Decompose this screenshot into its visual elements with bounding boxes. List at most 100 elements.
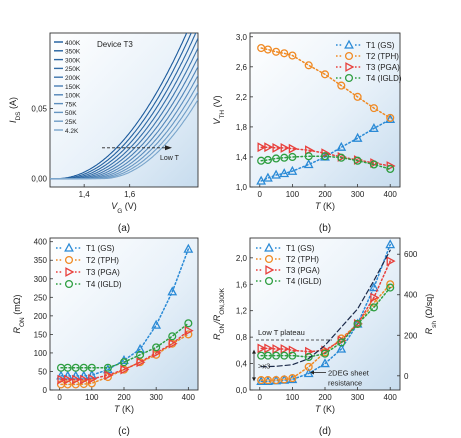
panel-d-legend-entry: T1 (GS) bbox=[286, 244, 315, 253]
panel-c-frame bbox=[49, 237, 199, 391]
panel-a-legend-entry: 50K bbox=[65, 110, 77, 117]
panel-a-legend-entry: 100K bbox=[65, 93, 81, 100]
panel-d-y-tick-label: 0,8 bbox=[236, 333, 248, 342]
panel-d-y2-axis-label-part: (Ω/sq) bbox=[424, 294, 434, 321]
panel-a-frame bbox=[49, 32, 199, 188]
panel-a-legend-entry: 200K bbox=[65, 75, 81, 82]
panel-b-x-tick-label: 100 bbox=[286, 190, 300, 199]
panel-d-y2-tick-label: 400 bbox=[404, 291, 418, 300]
panel-a-arrow-head bbox=[165, 145, 172, 151]
panel-b-data-point bbox=[264, 142, 274, 153]
panel-c-legend-entry: T2 (TPH) bbox=[86, 256, 119, 265]
panel-d-y2-axis-label: Rsh (Ω/sq) bbox=[424, 294, 438, 335]
panel-d-data-point bbox=[256, 376, 267, 386]
panel-b-data-point bbox=[304, 152, 313, 161]
panel-d-y-tick-label: 2,0 bbox=[236, 254, 248, 263]
panel-c-x-tick-label: 100 bbox=[85, 393, 99, 402]
panel-b-data-point bbox=[305, 145, 315, 156]
panel-c-data-point bbox=[64, 374, 74, 385]
panel-c-x-tick-label: 0 bbox=[57, 393, 62, 402]
panel-a-y-tick-label: 0,00 bbox=[31, 175, 47, 184]
panel-a-legend-entry: 4.2K bbox=[65, 128, 79, 135]
panel-c-x-tick-label: 300 bbox=[149, 393, 163, 402]
panel-c-data-point bbox=[63, 363, 72, 372]
panel-b-x-tick-label: 200 bbox=[318, 190, 332, 199]
panel-d-legend-marker bbox=[264, 242, 274, 252]
panel-b-data-point bbox=[263, 172, 273, 182]
panel-b-data-point bbox=[353, 92, 362, 101]
panel-d-series-line bbox=[260, 286, 391, 358]
panel-c-y-axis-label: RON (mΩ) bbox=[12, 295, 26, 334]
panel-d-legend-entry: T2 (TPH) bbox=[286, 255, 319, 264]
panel-b-data-point bbox=[271, 169, 281, 179]
panel-b-data-point bbox=[288, 143, 298, 154]
panel-d-factor-arrow-head bbox=[252, 377, 256, 382]
panel-b-x-axis-label-part: T bbox=[315, 201, 322, 211]
panel-d-data-point bbox=[263, 376, 273, 386]
panel-a-legend-entry: 150K bbox=[65, 84, 81, 91]
panel-d-y-axis-label-part: /R bbox=[212, 314, 222, 325]
panel-c-data-point bbox=[79, 363, 88, 372]
panel-d-data-point bbox=[304, 362, 313, 371]
panel-d-legend-entry: T4 (IGLD) bbox=[286, 277, 322, 286]
panel-d-data-point bbox=[321, 345, 331, 356]
panel-a-y-axis-label-part: I bbox=[8, 120, 18, 123]
panel-c-series-2 bbox=[57, 325, 194, 385]
panel-b-data-point bbox=[263, 155, 272, 165]
panel-c-data-point bbox=[57, 374, 67, 385]
panel-d-data-point bbox=[257, 343, 267, 354]
panel-c-legend-entry: T4 (IGLD) bbox=[86, 280, 122, 289]
panel-d-y-axis-label: RON/RON,300K bbox=[212, 287, 226, 340]
panel-b-data-point bbox=[288, 51, 297, 60]
panel-d-y2-axis-label-part: sh bbox=[431, 321, 438, 328]
panel-b-y-axis-label-part: (V) bbox=[212, 95, 222, 110]
panel-b-series-0 bbox=[256, 114, 396, 185]
panel-b-legend-marker bbox=[344, 39, 354, 49]
panel-b-legend-marker bbox=[344, 73, 354, 83]
panel-d-data-point bbox=[386, 283, 395, 292]
panel-c-data-point bbox=[63, 380, 72, 389]
panel-c-data-point bbox=[168, 332, 177, 341]
panel-d-y-axis-label-part: R bbox=[212, 333, 222, 340]
panel-b-data-point bbox=[336, 141, 347, 151]
panel-b-data-point bbox=[272, 47, 281, 56]
panel-a-x-axis-label-part: V bbox=[111, 201, 118, 211]
panel-d-data-point bbox=[263, 376, 272, 385]
panel-d-data-point bbox=[280, 351, 289, 360]
panel-b-x-axis-label-part: (K) bbox=[321, 201, 336, 211]
panel-c-data-point bbox=[71, 380, 80, 389]
panel-b-legend-entry: T2 (TPH) bbox=[366, 52, 399, 61]
panel-d-data-point bbox=[320, 349, 330, 358]
panel-d-legend-marker bbox=[264, 254, 274, 264]
panel-c-y-tick-label: 50 bbox=[38, 367, 47, 376]
panel-d-x-axis-label-part: T bbox=[315, 404, 322, 414]
panel-d-data-point bbox=[272, 351, 281, 360]
panel-d-y-tick-label: 0,0 bbox=[236, 386, 248, 395]
panel-c-y-tick-label: 200 bbox=[34, 312, 48, 321]
panel-c-data-point bbox=[88, 373, 98, 384]
panel-a-x-axis-label-part: (V) bbox=[122, 201, 137, 211]
panel-a-legend-entry: 25K bbox=[65, 119, 77, 126]
panel-a-x-tick-label: 1,6 bbox=[124, 190, 136, 199]
panel-b-data-point bbox=[353, 156, 362, 165]
panel-d-y2-tick-label: 600 bbox=[404, 250, 418, 259]
panel-d-data-point bbox=[288, 351, 297, 360]
panel-d-data-point bbox=[303, 368, 314, 378]
panel-c-data-point bbox=[152, 343, 161, 352]
panel-a-legend-entry: 300K bbox=[65, 57, 81, 64]
panel-c-y-axis-label-part: ON bbox=[19, 317, 26, 327]
panel-d-x-axis-label: T (K) bbox=[315, 404, 335, 414]
panel-d-y2-tick-label: 0 bbox=[404, 372, 409, 381]
panel-d-y-axis-label-part: ON bbox=[219, 323, 226, 333]
panel-d-data-point bbox=[280, 344, 290, 354]
panel-b-data-point bbox=[280, 153, 289, 162]
panel-c-data-point bbox=[167, 286, 178, 296]
panel-b-x-axis-label: T (K) bbox=[315, 201, 335, 211]
panel-b-data-point bbox=[287, 165, 298, 175]
panel-b-data-point bbox=[386, 164, 395, 174]
panel-c-y-tick-label: 300 bbox=[34, 275, 48, 284]
panel-d-series-line bbox=[260, 283, 391, 381]
panel-d-plot-area bbox=[250, 238, 400, 390]
panel-d-data-point bbox=[336, 343, 347, 353]
